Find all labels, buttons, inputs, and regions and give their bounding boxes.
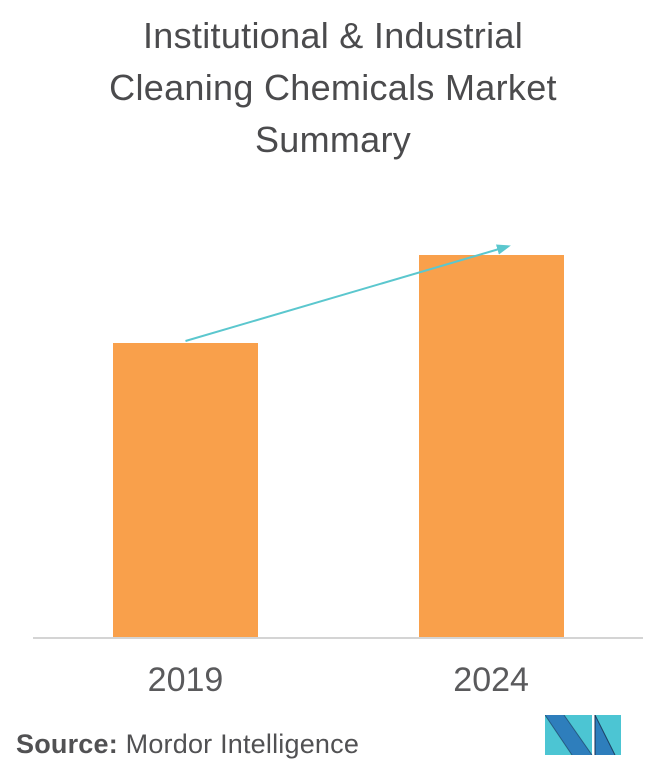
source-line: Source: Mordor Intelligence	[16, 729, 359, 760]
x-tick-label-2019: 2019	[147, 661, 224, 699]
logo-right-dark-hypotenuse	[594, 715, 616, 755]
x-tick-label-2024: 2024	[453, 661, 529, 699]
mordor-intelligence-logo	[545, 715, 621, 755]
logo-left-blue-band	[545, 715, 592, 755]
source-label: Source:	[16, 729, 118, 759]
chart-title: Institutional & Industrial Cleaning Chem…	[109, 15, 557, 160]
plot-area: 2019 2024	[33, 209, 643, 699]
source-text: Mordor Intelligence	[125, 729, 360, 759]
bar-2019	[113, 343, 258, 637]
bar-2024	[418, 255, 564, 637]
x-axis-line	[33, 637, 643, 639]
logo-left-dark-edge-2	[563, 715, 593, 755]
logo-left-dark-edge	[545, 715, 573, 755]
